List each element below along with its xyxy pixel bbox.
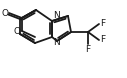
Text: N: N xyxy=(53,38,60,47)
Text: F: F xyxy=(100,35,105,45)
Text: O: O xyxy=(1,9,8,17)
Text: O: O xyxy=(13,28,20,37)
Text: F: F xyxy=(100,20,105,28)
Text: F: F xyxy=(85,45,91,54)
Text: N: N xyxy=(53,11,60,20)
